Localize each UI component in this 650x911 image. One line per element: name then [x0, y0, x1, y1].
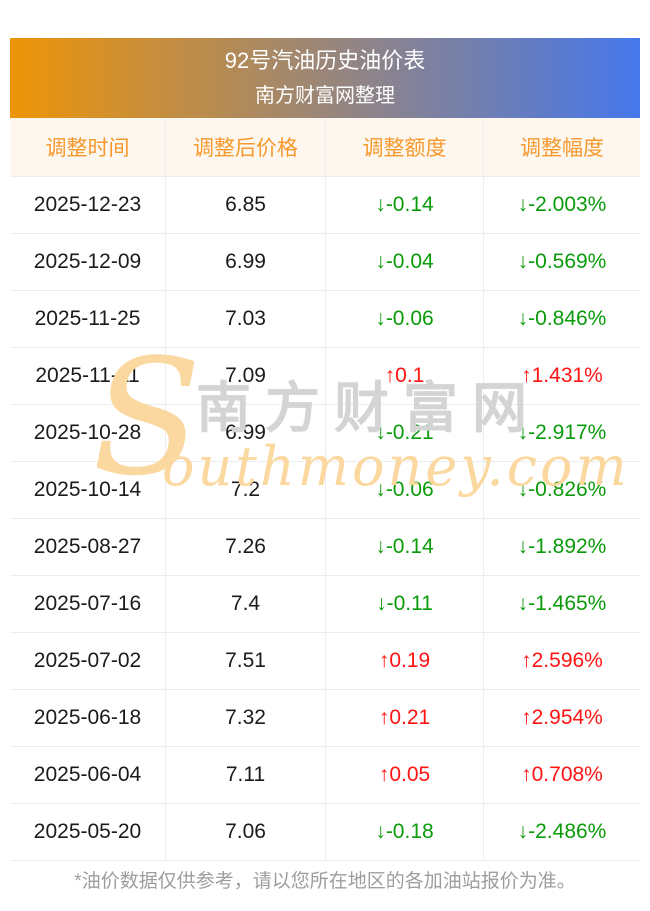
column-header-adjusted-price: 调整后价格 — [165, 118, 325, 176]
cell-adjust-date: 2025-07-02 — [33, 649, 142, 672]
cell-adjusted-price: 6.99 — [165, 405, 325, 461]
cell-adjust-amount: ↑0.19 — [325, 633, 483, 689]
cell-adjust-amount: ↓-0.04 — [325, 234, 483, 290]
table-row: 2025-07-16 7.4 ↓-0.11 ↓-1.465% — [10, 575, 640, 632]
cell-adjust-percent: ↓-0.569% — [483, 234, 640, 290]
cell-adjusted-price: 6.85 — [165, 177, 325, 233]
table-row: 2025-12-23 6.85 ↓-0.14 ↓-2.003% — [10, 176, 640, 233]
cell-adjust-amount: ↓-0.18 — [325, 804, 483, 860]
column-header-adjust-percent: 调整幅度 — [483, 118, 640, 176]
column-header-adjust-amount: 调整额度 — [325, 118, 483, 176]
cell-adjust-percent: ↓-2.486% — [483, 804, 640, 860]
cell-adjust-amount: ↑0.21 — [325, 690, 483, 746]
cell-adjust-amount: ↑0.1 — [325, 348, 483, 404]
cell-adjust-date: 2025-11-25 — [34, 307, 141, 330]
cell-adjust-date: 2025-11-11 — [35, 364, 140, 387]
cell-adjust-date: 2025-10-28 — [33, 421, 142, 444]
cell-adjust-percent: ↑0.708% — [483, 747, 640, 803]
cell-adjust-date: 2025-06-18 — [33, 706, 142, 729]
table-body: 2025-12-23 6.85 ↓-0.14 ↓-2.003% 2025-12-09 6.… — [10, 176, 640, 861]
table-row: 2025-05-20 7.06 ↓-0.18 ↓-2.486% — [10, 803, 640, 860]
table-row: 2025-11-11 7.09 ↑0.1 ↑1.431% — [10, 347, 640, 404]
cell-adjust-date: 2025-12-09 — [33, 250, 142, 273]
cell-adjust-amount: ↑0.05 — [325, 747, 483, 803]
cell-adjusted-price: 7.4 — [165, 576, 325, 632]
cell-adjust-amount: ↓-0.14 — [325, 519, 483, 575]
cell-adjust-percent: ↓-1.892% — [483, 519, 640, 575]
cell-adjust-date: 2025-07-16 — [33, 592, 142, 615]
cell-adjust-amount: ↓-0.06 — [325, 291, 483, 347]
cell-adjusted-price: 7.11 — [165, 747, 325, 803]
cell-adjust-amount: ↓-0.14 — [325, 177, 483, 233]
cell-adjust-date: 2025-10-14 — [33, 478, 142, 501]
cell-adjust-percent: ↓-0.826% — [483, 462, 640, 518]
page-subtitle: 南方财富网整理 — [255, 85, 395, 107]
cell-adjusted-price: 7.51 — [165, 633, 325, 689]
cell-adjusted-price: 7.32 — [165, 690, 325, 746]
table-row: 2025-06-18 7.32 ↑0.21 ↑2.954% — [10, 689, 640, 746]
cell-adjust-percent: ↑2.954% — [483, 690, 640, 746]
cell-adjusted-price: 7.09 — [165, 348, 325, 404]
table-row: 2025-08-27 7.26 ↓-0.14 ↓-1.892% — [10, 518, 640, 575]
cell-adjust-percent: ↑2.596% — [483, 633, 640, 689]
cell-adjust-amount: ↓-0.21 — [325, 405, 483, 461]
table-row: 2025-06-04 7.11 ↑0.05 ↑0.708% — [10, 746, 640, 803]
cell-adjust-percent: ↓-2.003% — [483, 177, 640, 233]
cell-adjust-amount: ↓-0.11 — [325, 576, 483, 632]
cell-adjusted-price: 7.06 — [165, 804, 325, 860]
cell-adjust-date: 2025-12-23 — [33, 193, 142, 216]
cell-adjusted-price: 6.99 — [165, 234, 325, 290]
column-header-adjust-time: 调整时间 — [45, 137, 130, 160]
cell-adjust-date: 2025-06-04 — [33, 763, 142, 786]
cell-adjust-percent: ↓-2.917% — [483, 405, 640, 461]
banner: 92号汽油历史油价表 南方财富网整理 — [10, 38, 640, 118]
table-row: 2025-11-25 7.03 ↓-0.06 ↓-0.846% — [10, 290, 640, 347]
cell-adjust-percent: ↓-0.846% — [483, 291, 640, 347]
table-row: 2025-10-14 7.2 ↓-0.06 ↓-0.826% — [10, 461, 640, 518]
footer-note: *油价数据仅供参考，请以您所在地区的各加油站报价为准。 — [74, 871, 576, 892]
table-header-row: 调整时间 调整后价格 调整额度 调整幅度 — [10, 118, 640, 176]
cell-adjust-date: 2025-08-27 — [33, 535, 142, 558]
cell-adjust-percent: ↓-1.465% — [483, 576, 640, 632]
cell-adjusted-price: 7.03 — [165, 291, 325, 347]
cell-adjust-percent: ↑1.431% — [483, 348, 640, 404]
table-row: 2025-10-28 6.99 ↓-0.21 ↓-2.917% — [10, 404, 640, 461]
cell-adjusted-price: 7.2 — [165, 462, 325, 518]
table-row: 2025-12-09 6.99 ↓-0.04 ↓-0.569% — [10, 233, 640, 290]
price-table: 调整时间 调整后价格 调整额度 调整幅度 2025-12-23 6.85 ↓-0.1… — [10, 118, 640, 861]
cell-adjusted-price: 7.26 — [165, 519, 325, 575]
cell-adjust-date: 2025-05-20 — [33, 820, 142, 843]
table-row: 2025-07-02 7.51 ↑0.19 ↑2.596% — [10, 632, 640, 689]
cell-adjust-amount: ↓-0.06 — [325, 462, 483, 518]
page-title: 92号汽油历史油价表 — [224, 48, 426, 73]
